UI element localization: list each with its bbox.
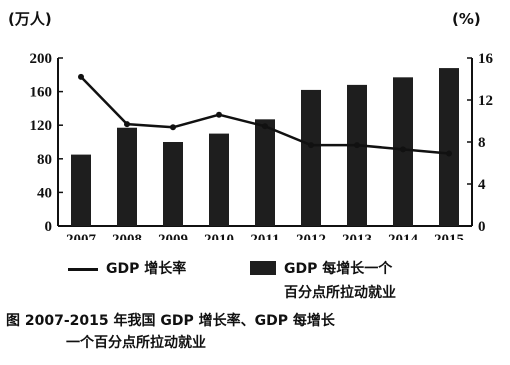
x-tick-label: 2013: [342, 232, 372, 240]
line-point: [446, 150, 452, 157]
bar: [209, 133, 229, 226]
x-tick-label: 2012: [296, 232, 326, 240]
legend-bar-label-line2: 百分点所拉动就业: [284, 285, 396, 301]
right-tick-label: 4: [478, 177, 486, 193]
legend-bar-label-line1: GDP 每增长一个: [284, 261, 393, 277]
left-tick-label: 160: [30, 85, 53, 101]
line-point: [354, 142, 360, 149]
left-tick-label: 120: [30, 118, 53, 134]
legend-line-swatch: [68, 268, 98, 271]
bar: [347, 84, 367, 226]
bar: [439, 68, 459, 226]
legend-line-label: GDP 增长率: [106, 261, 187, 277]
x-tick-label: 2007: [66, 232, 97, 240]
x-tick-label: 2008: [112, 232, 142, 240]
x-tick-label: 2014: [388, 232, 419, 240]
line-point: [78, 73, 84, 80]
bar: [117, 127, 137, 226]
chart: 0 40 80 120 160 200 0 4 8 12 16 2007 2008 2009 2010 201…: [8, 10, 494, 240]
right-axis-unit: (%): [452, 10, 481, 28]
left-tick-label: 200: [30, 51, 53, 67]
line-point: [400, 146, 406, 153]
left-tick-label: 40: [37, 185, 52, 201]
bar: [301, 89, 321, 226]
bar: [255, 119, 275, 226]
right-tick-label: 12: [478, 93, 493, 109]
x-tick-label: 2010: [204, 232, 234, 240]
line-point: [170, 124, 176, 131]
x-tick-label: 2009: [158, 232, 188, 240]
legend-bar-swatch: [250, 261, 276, 275]
figure-caption-line2: 一个百分点所拉动就业: [66, 335, 206, 351]
line-point: [216, 111, 222, 118]
bar-series: [71, 68, 459, 226]
line-point: [262, 123, 268, 130]
left-axis-unit: (万人): [8, 10, 52, 28]
left-tick-label: 80: [37, 152, 52, 168]
x-tick-label: 2015: [434, 232, 464, 240]
right-tick-label: 8: [478, 135, 486, 151]
figure-caption-line1: 图 2007-2015 年我国 GDP 增长率、GDP 每增长: [6, 313, 335, 329]
line-point: [124, 121, 130, 128]
tick-labels: 0 40 80 120 160 200 0 4 8 12 16 2007 2008 2009 2010 201…: [30, 51, 494, 240]
bar: [163, 142, 183, 226]
line-series: [78, 73, 452, 157]
x-tick-label: 2011: [250, 232, 279, 240]
line-point: [308, 142, 314, 149]
left-tick-label: 0: [45, 219, 53, 235]
bar: [71, 154, 91, 226]
right-tick-label: 0: [478, 219, 486, 235]
right-tick-label: 16: [478, 51, 494, 67]
